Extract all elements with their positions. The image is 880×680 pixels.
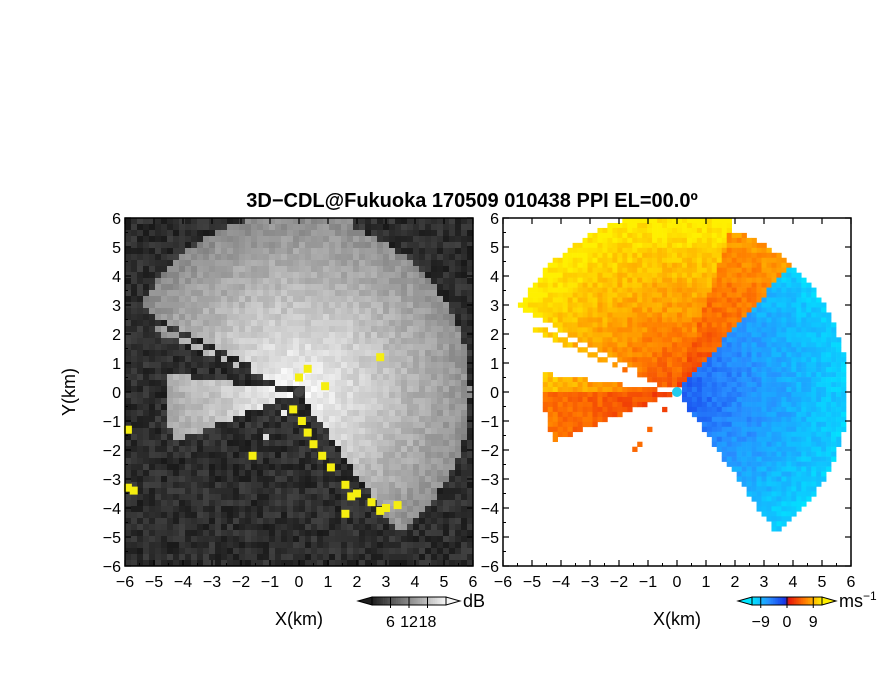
x-tick-label: −4 (552, 574, 570, 591)
y-tick-label: −5 (103, 530, 121, 547)
x-tick-label: −6 (494, 574, 512, 591)
y-tick-label: −2 (103, 443, 121, 460)
y-tick-label: 6 (112, 211, 121, 228)
y-tick-label: 1 (490, 356, 499, 373)
x-tick-label: 3 (760, 574, 769, 591)
velocity-colorbar: −9 0 9 ms−1 (736, 589, 877, 631)
x-tick-label: −2 (610, 574, 628, 591)
colorbar-tick-label: 6 (386, 614, 395, 631)
x-tick-label: −3 (203, 574, 221, 591)
y-tick-label: −4 (103, 501, 121, 518)
y-tick-label: 3 (112, 298, 121, 315)
x-tick-label: −3 (581, 574, 599, 591)
y-tick-label: −6 (481, 559, 499, 576)
snr-colorbar: 6 12 18 dB (356, 591, 485, 631)
y-tick-label: −1 (103, 414, 121, 431)
snr-ylabel: Y(km) (59, 368, 79, 416)
x-tick-label: 5 (440, 574, 449, 591)
x-tick-label: 5 (818, 574, 827, 591)
x-tick-label: 1 (324, 574, 333, 591)
velocity-panel: −6 −5 −4 −3 −2 −1 0 1 2 3 4 5 6 −6 −5 −4 −3 −2 −1 0 1 2 3 4 5 6 X… (481, 211, 877, 631)
y-tick-label: −1 (481, 414, 499, 431)
y-tick-label: 3 (490, 298, 499, 315)
y-tick-label: 1 (112, 356, 121, 373)
x-tick-label: −1 (261, 574, 279, 591)
y-tick-label: −6 (103, 559, 121, 576)
x-tick-label: −5 (145, 574, 163, 591)
y-tick-label: 6 (490, 211, 499, 228)
x-tick-label: 6 (847, 574, 856, 591)
x-tick-label: −5 (523, 574, 541, 591)
colorbar-tick-label: 0 (783, 614, 792, 631)
x-tick-label: −2 (232, 574, 250, 591)
velocity-xlabel: X(km) (653, 609, 701, 629)
y-tick-label: 4 (112, 269, 121, 286)
y-tick-label: 0 (112, 385, 121, 402)
x-tick-label: 6 (469, 574, 478, 591)
x-tick-label: 1 (702, 574, 711, 591)
colorbar-unit: ms−1 (839, 589, 877, 611)
chart-title: 3D−CDL@Fukuoka 170509 010438 PPI EL=00.0… (246, 190, 698, 212)
snr-xlabel: X(km) (275, 609, 323, 629)
x-tick-label: 4 (411, 574, 420, 591)
x-tick-label: 0 (673, 574, 682, 591)
y-tick-label: 5 (112, 240, 121, 257)
y-tick-label: −4 (481, 501, 499, 518)
colorbar-tick-label: 12 (400, 614, 418, 631)
y-tick-label: −3 (103, 472, 121, 489)
y-tick-label: 0 (490, 385, 499, 402)
colorbar-tick-label: −9 (752, 614, 770, 631)
colorbar-tick-label: 9 (809, 614, 818, 631)
x-tick-label: −6 (116, 574, 134, 591)
colorbar-tick-label: 18 (419, 614, 437, 631)
x-tick-label: 2 (353, 574, 362, 591)
snr-ticks: −6 −5 −4 −3 −2 −1 0 1 2 3 4 5 6 −6 −5 −4 −3 −2 −1 0 1 2 3 4 5 6 (103, 211, 478, 591)
y-tick-label: −3 (481, 472, 499, 489)
x-tick-label: −4 (174, 574, 192, 591)
velocity-image (517, 218, 847, 532)
velocity-ticks: −6 −5 −4 −3 −2 −1 0 1 2 3 4 5 6 −6 −5 −4 −3 −2 −1 0 1 2 3 4 5 6 (481, 211, 856, 591)
x-tick-label: 3 (382, 574, 391, 591)
colorbar-unit: dB (463, 591, 485, 611)
x-tick-label: 2 (731, 574, 740, 591)
y-tick-label: −2 (481, 443, 499, 460)
y-tick-label: −5 (481, 530, 499, 547)
x-tick-label: 4 (789, 574, 798, 591)
x-tick-label: −1 (639, 574, 657, 591)
y-tick-label: 2 (112, 327, 121, 344)
y-tick-label: 5 (490, 240, 499, 257)
x-tick-label: 0 (295, 574, 304, 591)
snr-image (123, 218, 474, 567)
y-tick-label: 4 (490, 269, 499, 286)
y-tick-label: 2 (490, 327, 499, 344)
